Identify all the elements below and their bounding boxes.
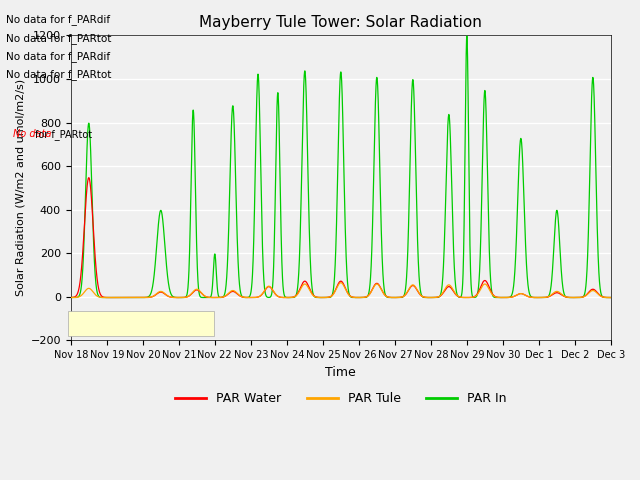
FancyBboxPatch shape: [68, 312, 214, 336]
Text: No data for f_PARdif: No data for f_PARdif: [6, 51, 111, 62]
Text: No data for f_PARtot: No data for f_PARtot: [6, 33, 112, 44]
Legend: PAR Water, PAR Tule, PAR In: PAR Water, PAR Tule, PAR In: [170, 387, 511, 410]
Text: No data for f_PARdif: No data for f_PARdif: [6, 14, 111, 25]
X-axis label: Time: Time: [326, 366, 356, 379]
Text: for f_PARtot: for f_PARtot: [35, 129, 92, 140]
Text: No data for f_PARtot: No data for f_PARtot: [6, 69, 112, 80]
Y-axis label: Solar Radiation (W/m2 and umol/m2/s): Solar Radiation (W/m2 and umol/m2/s): [15, 79, 25, 297]
Text: No data: No data: [13, 129, 51, 139]
Title: Mayberry Tule Tower: Solar Radiation: Mayberry Tule Tower: Solar Radiation: [200, 15, 483, 30]
